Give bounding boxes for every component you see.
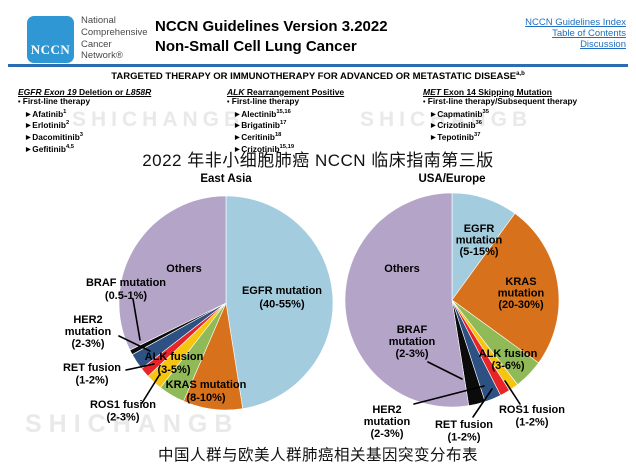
pie-label-kras-mutation: KRAS mutation (8-10%) — [166, 379, 247, 404]
drug-item-tepotinib: ▶ Tepotinib37 — [431, 132, 481, 143]
drug-item-brigatinib: ▶ Brigatinib17 — [235, 120, 287, 131]
document-titles: NCCN Guidelines Version 3.2022 Non-Small… — [155, 17, 388, 57]
pie-label-egfr-mutation: EGFR mutation (40-55%) — [242, 285, 322, 311]
org-name: National Comprehensive Cancer Network® — [81, 15, 148, 62]
pie-title: USA/Europe — [418, 173, 485, 185]
label-leader-line — [472, 388, 493, 418]
watermark: SHICHANGB — [72, 108, 245, 131]
column-title: EGFR Exon 19 Deletion or L858R — [18, 87, 152, 97]
label-leader-line — [141, 373, 161, 404]
heading-footnote-sup: a,b — [516, 71, 525, 77]
watermark: SHICHANGB — [360, 108, 533, 131]
pie-east-asia: East Asia Others EGFR mutation (40-55%) ALK … — [63, 173, 334, 424]
pie-label-braf-mutation: BRAF mutation (2-3%) — [389, 324, 436, 360]
drug-item-capmatinib: ▶ Capmatinib35 — [431, 108, 489, 119]
org-name-line: National — [81, 15, 116, 26]
pie-slice-kras-mutation — [451, 213, 560, 364]
column-title: MET Exon 14 Skipping Mutation — [423, 87, 552, 97]
label-leader-line — [132, 298, 141, 341]
pie-label-ros1-fusion: ROS1 fusion (1-2%) — [499, 404, 565, 429]
pie-usa-europe: USA/Europe Others EGFR mutation (5-15%) KRAS m… — [344, 173, 565, 444]
drug-item-gefitinib: ▶ Gefitinib4,5 — [26, 144, 74, 155]
drug-item-crizotinib: ▶ Crizotinib36 — [431, 120, 482, 131]
column-title: ALK Rearrangement Positive — [227, 87, 345, 97]
label-leader-line — [413, 385, 485, 405]
drug-item-afatinib: ▶ Afatinib1 — [26, 108, 67, 119]
section-heading: TARGETED THERAPY OR IMMUNOTHERAPY FOR AD… — [111, 71, 525, 83]
column-subtitle: • First-line therapy/Subsequent therapy — [423, 96, 578, 106]
pie-label-alk-fusion: ALK fusion (3-6%) — [479, 348, 538, 372]
therapy-columns: EGFR Exon 19 Deletion or L858R • First-li… — [0, 87, 636, 154]
header: NCCN National Comprehensive Cancer Network®… — [0, 0, 636, 64]
pie-label-ret-fusion: RET fusion (1-2%) — [63, 362, 121, 387]
pie-label-her2-mutation: HER2 mutation (2-3%) — [65, 314, 112, 350]
link-nccn-guidelines-index[interactable]: NCCN Guidelines Index — [525, 17, 626, 28]
therapy-column-met-exon-14-skipping-mutation: MET Exon 14 Skipping Mutation • First-lin… — [423, 87, 577, 143]
link-table-of-contents[interactable]: Table of Contents — [552, 28, 626, 39]
label-leader-line — [125, 363, 155, 371]
header-links: NCCN Guidelines Index Table of Contents Di… — [525, 17, 626, 50]
therapy-column-alk-rearrangement-positive: ALK Rearrangement Positive • First-line t… — [227, 87, 344, 155]
watermark: SHICHANGB — [25, 410, 240, 438]
column-subtitle: • First-line therapy — [227, 96, 300, 106]
drug-item-dacomitinib: ▶ Dacomitinib3 — [26, 132, 83, 143]
pie-label-ret-fusion: RET fusion (1-2%) — [435, 419, 493, 444]
pie-label-kras-mutation: KRAS mutation (20-30%) — [498, 276, 545, 311]
label-leader-line — [118, 335, 151, 352]
pie-title: East Asia — [200, 173, 252, 185]
label-leader-line — [504, 380, 521, 405]
org-name-line: Comprehensive — [81, 26, 148, 38]
pie-label-ros1-fusion: ROS1 fusion (2-3%) — [90, 399, 156, 424]
nccn-logo-text: NCCN — [30, 42, 71, 57]
pie-charts: East Asia Others EGFR mutation (40-55%) ALK … — [63, 173, 565, 444]
pie-label-others: Others — [384, 263, 419, 275]
therapy-column-egfr-exon-19-deletion-or-l858r: EGFR Exon 19 Deletion or L858R • First-li… — [18, 87, 151, 155]
pie-label-alk-fusion: ALK fusion (3-5%) — [145, 351, 204, 376]
drug-item-ceritinib: ▶ Ceritinib18 — [235, 132, 282, 143]
link-discussion[interactable]: Discussion — [580, 39, 626, 50]
guidelines-version-title: NCCN Guidelines Version 3.2022 — [155, 18, 388, 35]
pie-slice-others — [344, 192, 470, 408]
header-divider — [8, 64, 628, 67]
column-subtitle: • First-line therapy — [18, 96, 91, 106]
pie-label-braf-mutation: BRAF mutation (0.5-1%) — [86, 277, 166, 302]
label-leader-line — [427, 361, 463, 380]
drug-item-alectinib: ▶ Alectinib15,16 — [235, 108, 291, 119]
pie-slice-egfr-mutation — [225, 195, 334, 410]
org-name-line: Network® — [81, 50, 123, 62]
cancer-type-title: Non-Small Cell Lung Cancer — [155, 38, 357, 55]
pie-slice-others — [118, 195, 227, 351]
chinese-caption-bottom: 中国人群与欧美人群肺癌相关基因突变分布表 — [157, 447, 478, 464]
chinese-caption-top: 2022 年非小细胞肺癌 NCCN 临床指南第三版 — [142, 151, 494, 170]
drug-item-erlotinib: ▶ Erlotinib2 — [26, 120, 70, 131]
pie-label-her2-mutation: HER2 mutation (2-3%) — [364, 404, 411, 440]
drug-item-crizotinib: ▶ Crizotinib15,19 — [235, 144, 295, 155]
pie-label-egfr-mutation: EGFR mutation (5-15%) — [456, 223, 503, 258]
nccn-logo: NCCN — [27, 16, 74, 63]
pie-label-others: Others — [166, 263, 201, 275]
org-name-line: Cancer — [81, 38, 112, 50]
